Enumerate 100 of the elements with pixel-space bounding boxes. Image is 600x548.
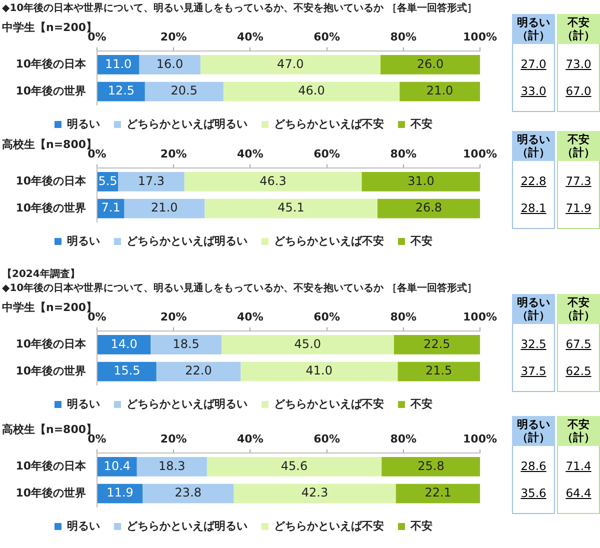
data-label: 22.5 — [424, 336, 450, 351]
text: 73.0 — [564, 56, 592, 71]
legend-label: 明るい — [67, 519, 100, 532]
y-tick-label: 10年後の日本 — [16, 58, 87, 71]
data-label: 21.5 — [425, 364, 452, 378]
bar — [98, 334, 151, 354]
x-tick-label: 80% — [390, 147, 417, 160]
legend-label: どちらかといえば不安 — [274, 117, 384, 130]
text: 明るい（計） — [512, 416, 555, 446]
x-tick-label: 20% — [160, 147, 187, 160]
text: 37.5 — [520, 364, 548, 378]
data-label: 11.9 — [106, 486, 134, 500]
bar — [150, 334, 222, 354]
chart-subtitle: 高校生【n=800】 — [2, 137, 98, 151]
text: 32.5 — [520, 336, 548, 351]
x-tick-label: 100% — [463, 30, 497, 44]
data-label: 47.0 — [277, 56, 304, 71]
chart-subtitle: 中学生【n=200】 — [2, 300, 98, 314]
data-label: 21.0 — [426, 84, 454, 98]
chart-title: 【2024年調査】 ◆10年後の日本や世界について、明るい見通しをもっているか、不安を抱いているか ［各単一回答形式］ — [1, 268, 478, 296]
bar — [234, 484, 396, 504]
legend-label: どちらかといえば明るい — [126, 397, 248, 410]
text: 71.9 — [564, 200, 592, 215]
data-label: 45.6 — [280, 458, 308, 473]
data-label: 7.1 — [101, 200, 120, 215]
x-tick-label: 40% — [237, 310, 264, 324]
bar — [240, 362, 398, 382]
bar — [200, 54, 380, 74]
x-tick-label: 80% — [390, 432, 417, 446]
legend-label: どちらかといえば明るい — [126, 117, 248, 130]
bar — [136, 456, 207, 476]
data-label: 14.0 — [110, 336, 138, 351]
x-tick-label: 100% — [463, 432, 497, 446]
data-label: 5.5 — [98, 174, 118, 188]
data-label: 18.3 — [158, 458, 186, 473]
text: 27.0 — [520, 56, 548, 71]
bar — [118, 172, 184, 192]
legend-label: 明るい — [67, 234, 100, 248]
bar — [223, 82, 400, 102]
data-label: 45.0 — [294, 336, 322, 351]
x-tick-label: 40% — [237, 147, 264, 160]
bar — [396, 484, 480, 504]
bar — [398, 362, 480, 382]
data-label: 46.0 — [298, 84, 325, 98]
data-label: 42.3 — [301, 486, 328, 500]
bar — [362, 172, 480, 192]
text: 不安（計） — [557, 131, 600, 161]
data-label: 23.8 — [174, 486, 202, 500]
legend-label: 不安 — [410, 234, 432, 248]
bar — [142, 484, 234, 504]
legend-label: 明るい — [67, 117, 100, 130]
legend-label: どちらかといえば不安 — [274, 519, 384, 532]
y-tick-label: 10年後の世界 — [16, 84, 86, 98]
chart-subtitle: 中学生【n=200】 — [2, 20, 98, 34]
data-label: 11.0 — [104, 56, 132, 71]
text: 明るい（計） — [512, 131, 555, 161]
x-tick-label: 80% — [390, 30, 417, 44]
y-tick-label: 10年後の世界 — [16, 201, 86, 214]
bar — [184, 172, 362, 192]
bar — [144, 82, 224, 102]
legend-label: どちらかといえば明るい — [126, 234, 248, 248]
text: 不安（計） — [557, 14, 600, 44]
legend-label: どちらかといえば不安 — [274, 397, 384, 410]
text: 28.1 — [520, 200, 548, 215]
bar — [206, 456, 382, 476]
legend-label: 不安 — [410, 397, 432, 410]
chart-title: ◆10年後の日本や世界について、明るい見通しをもっているか、不安を抱いているか ［各単一回答形式］ — [1, 2, 478, 16]
bar — [98, 362, 156, 382]
bar — [400, 82, 480, 102]
data-label: 26.8 — [415, 200, 442, 215]
bar — [156, 362, 241, 382]
bar — [377, 198, 480, 218]
data-label: 10.4 — [104, 458, 131, 473]
x-tick-label: 40% — [237, 432, 264, 446]
data-label: 20.5 — [170, 84, 198, 98]
text: 71.4 — [564, 458, 592, 473]
bar — [380, 54, 480, 74]
bar — [382, 456, 480, 476]
data-label: 22.1 — [424, 486, 452, 500]
text: 64.4 — [564, 486, 592, 500]
data-label: 22.0 — [185, 364, 212, 378]
text: 67.0 — [564, 84, 592, 98]
y-tick-label: 10年後の世界 — [16, 486, 86, 500]
text: 不安（計） — [557, 416, 600, 446]
bar — [204, 198, 378, 218]
data-label: 31.0 — [408, 174, 434, 188]
x-tick-label: 20% — [160, 432, 187, 446]
x-tick-label: 40% — [237, 30, 264, 44]
chart-subtitle: 高校生【n=800】 — [2, 422, 98, 436]
text: 不安（計） — [557, 294, 600, 324]
x-tick-label: 60% — [314, 147, 340, 160]
y-tick-label: 10年後の日本 — [16, 338, 87, 351]
text: 22.8 — [520, 174, 548, 188]
y-tick-label: 10年後の世界 — [16, 364, 86, 378]
data-label: 15.5 — [114, 364, 140, 378]
x-tick-label: 60% — [314, 432, 340, 446]
bar — [394, 334, 480, 354]
x-tick-label: 60% — [314, 30, 340, 44]
data-label: 45.1 — [278, 200, 304, 215]
data-label: 46.3 — [260, 174, 286, 188]
